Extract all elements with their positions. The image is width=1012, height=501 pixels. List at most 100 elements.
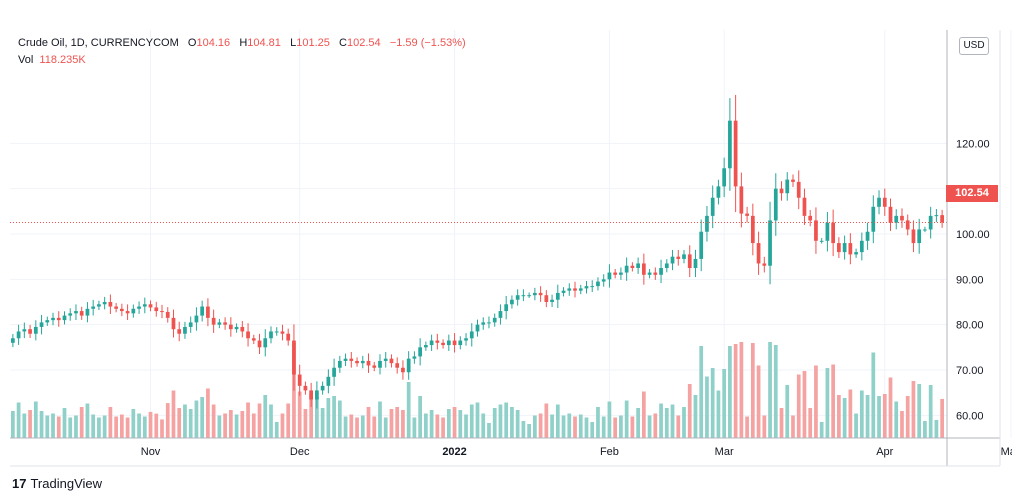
candle [74,304,78,321]
candle [693,249,698,278]
candle-body [395,363,400,368]
volume-bar [550,414,554,438]
candle-body [699,231,704,259]
candle-body [768,220,772,266]
candle [733,94,738,213]
candle [119,303,124,317]
volume-bar [676,415,681,438]
candle [555,284,560,309]
volume-bar [567,413,572,438]
candle [251,334,256,345]
candle [228,317,233,337]
candle [51,312,55,326]
candle [297,364,302,396]
volume-bar [750,343,755,438]
candle-body [607,272,612,280]
candle-body [905,220,910,230]
candle-body [911,229,916,244]
volume-bar [670,404,675,438]
candle [796,170,801,210]
volume-bar [785,385,790,438]
candle-body [481,322,486,325]
candle-body [750,215,755,244]
volume-bar [286,403,291,438]
candle-body [882,197,887,207]
volume-bar [183,404,187,438]
volume-bar [412,417,417,438]
candle [360,355,365,369]
candle [435,333,440,350]
volume-label[interactable]: Vol [18,54,34,66]
volume-bar [762,415,767,438]
last-price-tag: 102.54 [946,185,998,202]
volume-bar [142,416,147,438]
volume-bar [859,390,864,438]
volume-bar [791,415,795,438]
candle [791,174,795,187]
candle [515,289,520,306]
candle [22,322,27,339]
price-tick-label: 80.00 [956,320,984,332]
candlesticks[interactable] [11,94,944,409]
candle [888,198,893,231]
volume-bar [831,364,836,438]
candle [343,353,348,367]
candle [848,233,853,265]
time-axis[interactable]: Nov Dec 2022 Feb Mar Apr May [141,446,1012,458]
candle [573,281,577,298]
volume-bar [722,369,727,438]
candle-body [630,265,635,268]
volume-bar [383,417,388,438]
volume-bar [481,413,486,438]
candle-body [664,263,669,268]
volume-bar [360,415,365,438]
time-tick-label: Feb [600,446,619,458]
volume-bar [607,401,612,438]
candle [56,311,61,327]
volume-bar [211,404,216,438]
candle-body [871,206,876,232]
volume-bar [337,400,342,438]
candle [263,329,268,357]
volume-bar [160,419,164,438]
high-value: 104.81 [247,37,281,49]
volume-bar [940,398,944,438]
candle [200,300,205,322]
time-tick-label: Mar [715,446,734,458]
candle-body [779,188,784,194]
brand-name: TradingView [30,476,103,491]
candle-body [441,342,445,346]
volume-bar [320,408,325,438]
candle-body [693,258,698,268]
candle [492,313,497,327]
candle [842,235,847,260]
candle-body [492,317,497,323]
volume-bar [401,410,405,438]
currency-button[interactable]: USD [959,37,989,55]
volume-bar [716,390,721,438]
candle [28,324,32,339]
volume-bar [177,408,182,438]
candle-body [119,308,124,312]
symbol-title[interactable]: Crude Oil, 1D, CURRENCYCOM [18,37,179,49]
volume-bar [234,414,239,438]
candle [607,264,612,288]
tradingview-logo[interactable]: 17 TradingView [12,476,102,491]
candle [705,206,709,242]
candle-body [532,292,537,296]
volume-bar [372,416,377,438]
candle-body [234,326,239,330]
volume-bar [733,344,738,438]
candle-body [687,254,692,268]
candle-body [378,360,382,368]
candle-body [710,197,715,216]
volume-bar [131,409,136,438]
candle-body [791,179,795,182]
volume-bar [441,417,445,438]
price-tick-label: 70.00 [956,365,984,377]
candle [831,209,836,257]
candle [211,309,216,333]
candle [257,333,262,355]
